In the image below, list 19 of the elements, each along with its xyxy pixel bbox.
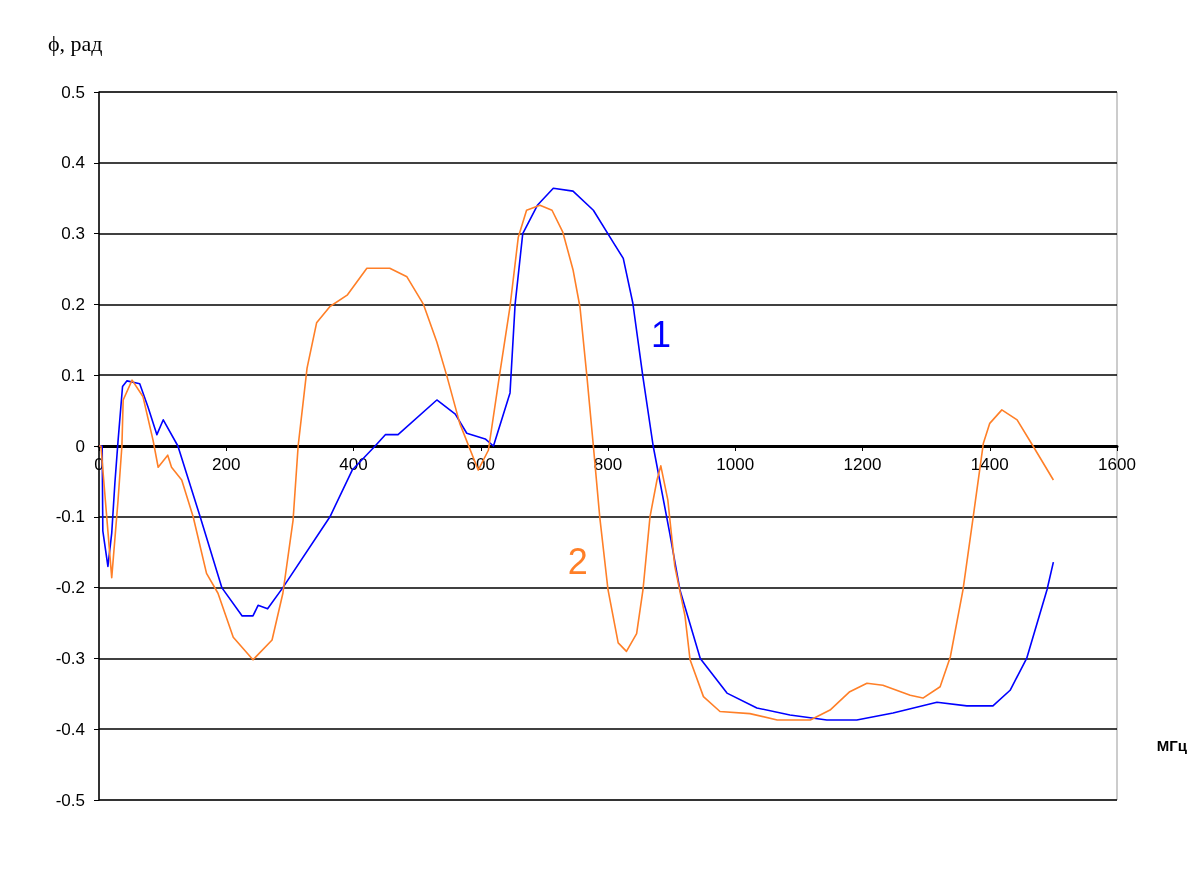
series-label: 1 xyxy=(650,313,672,355)
series-label: 2 xyxy=(567,541,588,583)
y-axis-title: ϕ, рад xyxy=(48,30,103,56)
y-tick-label: -0.5 xyxy=(55,790,85,810)
x-tick-label: 1200 xyxy=(843,455,882,474)
x-tick-label: 200 xyxy=(212,455,241,474)
y-tick-label: -0.1 xyxy=(55,507,85,527)
y-tick-label: 0.5 xyxy=(61,82,85,102)
x-tick-label: 1600 xyxy=(1098,455,1136,474)
y-tick-label: 0.2 xyxy=(61,294,85,314)
y-tick-label: 0.1 xyxy=(61,365,85,385)
x-tick-label: 1000 xyxy=(716,455,755,474)
y-tick-label: 0.3 xyxy=(61,224,85,244)
x-axis-title: МГц xyxy=(1156,737,1188,754)
y-tick-label: -0.4 xyxy=(55,719,85,739)
y-tick-label: -0.2 xyxy=(55,578,85,598)
y-tick-label: 0.4 xyxy=(61,153,85,173)
y-tick-label: 0 xyxy=(75,436,85,456)
y-tick-label: -0.3 xyxy=(55,648,85,668)
